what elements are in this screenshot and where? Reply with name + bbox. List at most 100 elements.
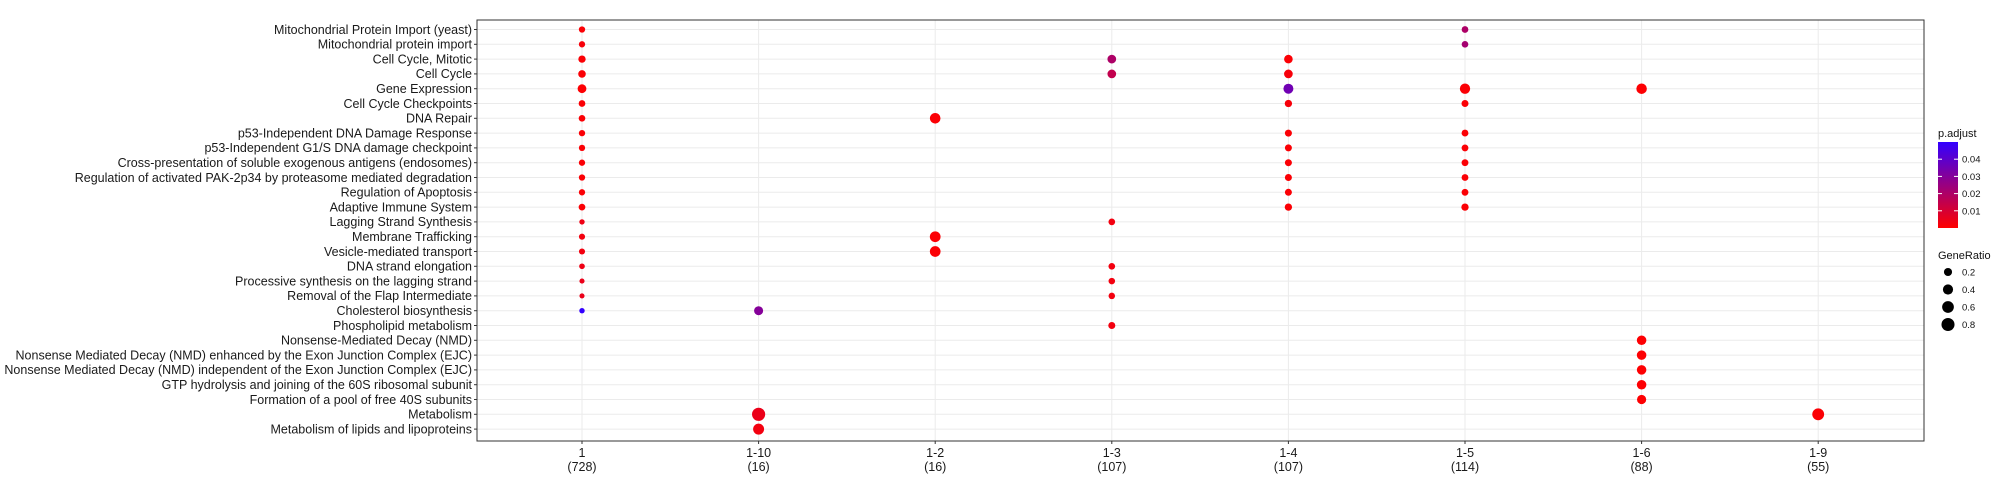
point-1-3-lagging-strand-synthesis [1108, 218, 1116, 226]
x-tick-label-1-9: 1-9 [1809, 446, 1827, 460]
point-1-10-metabolism [752, 407, 766, 421]
y-tick-label-nonsense-mediated-decay-nmd: Nonsense-Mediated Decay (NMD) [281, 334, 472, 348]
legend-p-adjust-colorbar [1938, 142, 1958, 228]
legend-size-tick-label: 0.8 [1962, 320, 1975, 331]
point-1-vesicle-mediated-transport [578, 248, 586, 255]
x-axis-cluster-labels: 1(728)1-10(16)1-2(16)1-3(107)1-4(107)1-5… [567, 441, 1829, 474]
y-tick-label-phospholipid-metabolism: Phospholipid metabolism [333, 319, 472, 333]
point-1-4-cell-cycle-mitotic [1284, 54, 1293, 64]
y-tick-label-regulation-of-activated-pak-2p34-by-proteasome-mediated-degradation: Regulation of activated PAK-2p34 by prot… [75, 171, 472, 185]
point-1-5-regulation-of-activated-pak-2p34-by-proteasome-mediated-degradation [1461, 174, 1469, 181]
point-1-6-gtp-hydrolysis-and-joining-of-the-60s-ribosomal-subunit [1636, 379, 1647, 390]
legend-size-tick-label: 0.4 [1962, 285, 1975, 296]
y-tick-label-mitochondrial-protein-import: Mitochondrial protein import [318, 38, 473, 52]
legend-color-tick-label: 0.04 [1962, 155, 1981, 166]
x-tick-label-1-3: 1-3 [1103, 446, 1121, 460]
legend-color-tick-label: 0.02 [1962, 189, 1981, 200]
x-tick-count-1-10: (16) [747, 460, 769, 474]
point-1-5-p53-independent-dna-damage-response [1461, 129, 1469, 137]
point-1-4-p53-independent-g1-s-dna-damage-checkpoint [1284, 144, 1292, 152]
point-1-6-nonsense-mediated-decay-nmd [1636, 335, 1647, 346]
y-tick-label-cell-cycle-mitotic: Cell Cycle, Mitotic [373, 52, 472, 66]
point-1-5-cell-cycle-checkpoints [1461, 99, 1469, 108]
y-tick-label-p53-independent-g1-s-dna-damage-checkpoint: p53-Independent G1/S DNA damage checkpoi… [204, 141, 472, 155]
y-tick-label-regulation-of-apoptosis: Regulation of Apoptosis [341, 186, 472, 200]
point-1-6-nonsense-mediated-decay-nmd-independent-of-the-exon-junction-complex-ejc [1636, 365, 1647, 375]
legend-color-tick-label: 0.01 [1962, 206, 1981, 217]
point-1-regulation-of-apoptosis [578, 189, 586, 196]
point-1-dna-strand-elongation [579, 263, 585, 270]
point-1-5-mitochondrial-protein-import [1461, 40, 1469, 48]
y-tick-label-mitochondrial-protein-import-yeast: Mitochondrial Protein Import (yeast) [274, 23, 472, 37]
y-tick-label-dna-strand-elongation: DNA strand elongation [347, 260, 472, 274]
y-tick-label-metabolism-of-lipids-and-lipoproteins: Metabolism of lipids and lipoproteins [271, 422, 473, 436]
point-1-6-gene-expression [1636, 83, 1647, 94]
point-1-lagging-strand-synthesis [579, 219, 585, 225]
legend-size-tick-label: 0.6 [1962, 303, 1975, 314]
point-1-cell-cycle-mitotic [578, 55, 586, 63]
y-tick-label-cell-cycle-checkpoints: Cell Cycle Checkpoints [343, 97, 472, 111]
y-tick-label-adaptive-immune-system: Adaptive Immune System [330, 200, 472, 214]
y-tick-label-removal-of-the-flap-intermediate: Removal of the Flap Intermediate [287, 289, 472, 303]
legend-size-key-dot [1941, 317, 1955, 332]
point-1-cell-cycle-checkpoints [578, 100, 586, 107]
y-tick-label-nonsense-mediated-decay-nmd-enhanced-by-the-exon-junction-complex-ejc: Nonsense Mediated Decay (NMD) enhanced b… [16, 348, 472, 362]
point-1-regulation-of-activated-pak-2p34-by-proteasome-mediated-degradation [578, 174, 586, 181]
point-1-4-gene-expression [1283, 83, 1294, 94]
y-tick-label-cell-cycle: Cell Cycle [416, 67, 472, 81]
panel-border [476, 19, 1925, 442]
point-1-mitochondrial-protein-import-yeast [578, 26, 586, 33]
y-tick-label-vesicle-mediated-transport: Vesicle-mediated transport [324, 245, 473, 259]
point-1-adaptive-immune-system [578, 203, 586, 211]
legend-p-adjust: p.adjust 0.04 0.03 0.02 0.01 [1938, 128, 1981, 228]
x-tick-count-1: (728) [567, 460, 596, 474]
point-1-4-adaptive-immune-system [1284, 203, 1293, 211]
x-tick-count-1-9: (55) [1807, 460, 1829, 474]
point-1-processive-synthesis-on-the-lagging-strand [579, 278, 585, 284]
x-tick-count-1-6: (88) [1630, 460, 1652, 474]
y-tick-label-lagging-strand-synthesis: Lagging Strand Synthesis [330, 215, 472, 229]
point-1-3-phospholipid-metabolism [1108, 321, 1116, 330]
legend-size-key-dot [1942, 284, 1954, 295]
point-1-6-formation-of-a-pool-of-free-40s-subunits [1636, 394, 1647, 405]
point-1-dna-repair [578, 114, 586, 122]
point-1-cholesterol-biosynthesis [579, 308, 585, 314]
point-1-10-metabolism-of-lipids-and-lipoproteins [753, 423, 765, 435]
y-tick-label-gene-expression: Gene Expression [376, 82, 472, 96]
point-1-2-membrane-trafficking [929, 231, 941, 243]
point-1-2-vesicle-mediated-transport [929, 246, 941, 257]
legend-p-adjust-title: p.adjust [1938, 128, 1977, 140]
x-tick-label-1-6: 1-6 [1633, 446, 1651, 460]
point-1-3-cell-cycle-mitotic [1107, 54, 1117, 64]
point-1-3-processive-synthesis-on-the-lagging-strand [1108, 277, 1116, 285]
point-1-5-adaptive-immune-system [1461, 203, 1469, 211]
x-tick-count-1-5: (114) [1451, 460, 1479, 474]
legend-size-key-dot [1942, 301, 1954, 313]
x-tick-label-1: 1 [579, 446, 586, 460]
point-1-membrane-trafficking [578, 233, 586, 240]
y-tick-label-processive-synthesis-on-the-lagging-strand: Processive synthesis on the lagging stra… [235, 274, 472, 288]
y-axis-term-labels: Mitochondrial Protein Import (yeast)Mito… [4, 23, 477, 436]
enrichment-points [577, 26, 1825, 435]
point-1-4-p53-independent-dna-damage-response [1284, 129, 1292, 137]
x-tick-count-1-2: (16) [924, 460, 946, 474]
y-tick-label-membrane-trafficking: Membrane Trafficking [352, 230, 472, 244]
point-1-3-removal-of-the-flap-intermediate [1108, 292, 1116, 300]
point-1-3-cell-cycle [1107, 69, 1117, 79]
legend-gene-ratio-title: GeneRatio [1938, 250, 1991, 262]
legend-gene-ratio: GeneRatio 0.2 0.4 0.6 0.8 [1938, 250, 1991, 332]
point-1-removal-of-the-flap-intermediate [579, 293, 585, 299]
point-1-6-nonsense-mediated-decay-nmd-enhanced-by-the-exon-junction-complex-ejc [1636, 350, 1647, 360]
y-tick-label-p53-independent-dna-damage-response: p53-Independent DNA Damage Response [238, 126, 472, 140]
point-1-cell-cycle [578, 70, 586, 78]
point-1-2-dna-repair [929, 113, 941, 124]
point-1-4-cell-cycle [1284, 69, 1293, 79]
point-1-4-cell-cycle-checkpoints [1284, 99, 1293, 108]
x-tick-label-1-4: 1-4 [1279, 446, 1297, 460]
grid-lines [477, 20, 1924, 441]
y-tick-label-formation-of-a-pool-of-free-40s-subunits: Formation of a pool of free 40S subunits [250, 393, 472, 407]
y-tick-label-cholesterol-biosynthesis: Cholesterol biosynthesis [337, 304, 473, 318]
x-tick-label-1-2: 1-2 [926, 446, 944, 460]
y-tick-label-metabolism: Metabolism [408, 408, 472, 422]
